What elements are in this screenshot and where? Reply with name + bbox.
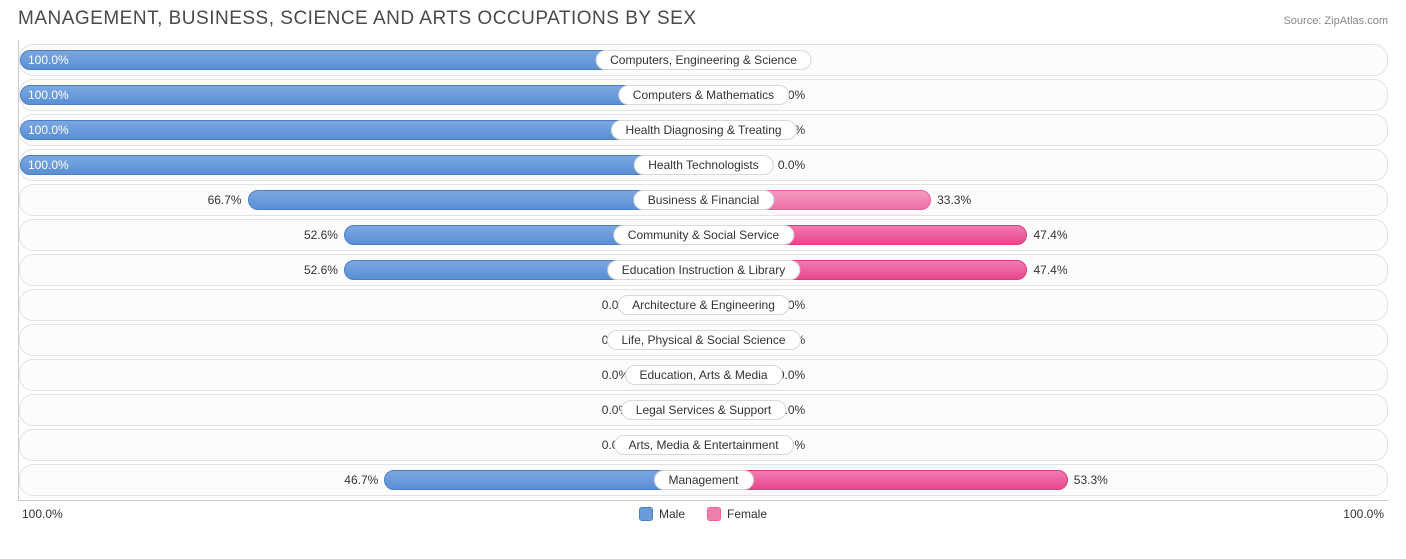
chart-axis: 100.0% Male Female 100.0%: [18, 507, 1388, 521]
category-label: Education, Arts & Media: [624, 365, 782, 385]
male-half: 52.6%: [20, 220, 704, 250]
female-half: 0.0%: [704, 430, 1388, 460]
female-pct-label: 33.3%: [937, 193, 971, 207]
female-half: 53.3%: [704, 465, 1388, 495]
chart-row: 100.0% 0.0%Health Diagnosing & Treating: [19, 114, 1388, 146]
female-half: 0.0%: [704, 80, 1388, 110]
chart-row: 0.0%0.0%Architecture & Engineering: [19, 289, 1388, 321]
chart-row: 0.0%0.0%Life, Physical & Social Science: [19, 324, 1388, 356]
chart-row: 100.0% 0.0% Health Technologists: [19, 149, 1388, 181]
female-half: 0.0%: [704, 290, 1388, 320]
female-half: 0.0%: [704, 325, 1388, 355]
legend-male-label: Male: [659, 507, 685, 521]
category-label: Health Diagnosing & Treating: [610, 120, 796, 140]
chart-row: 100.0% 0.0%Computers & Mathematics: [19, 79, 1388, 111]
male-half: 46.7%: [20, 465, 704, 495]
chart-row: 0.0%0.0%Legal Services & Support: [19, 394, 1388, 426]
category-label: Computers & Mathematics: [618, 85, 789, 105]
female-half: 47.4%: [704, 255, 1388, 285]
category-label: Legal Services & Support: [621, 400, 786, 420]
male-pct-label: 100.0%: [28, 53, 69, 67]
male-half: 100.0%: [20, 150, 704, 180]
male-half: 100.0%: [20, 115, 704, 145]
chart-row: 52.6% 47.4% Community & Social Service: [19, 219, 1388, 251]
male-half: 0.0%: [20, 360, 704, 390]
category-label: Management: [653, 470, 753, 490]
chart-row: 100.0%0.0%Computers, Engineering & Scien…: [19, 44, 1388, 76]
chart-title: MANAGEMENT, BUSINESS, SCIENCE AND ARTS O…: [18, 8, 697, 30]
male-pct-label: 46.7%: [344, 473, 378, 487]
chart-row: 52.6% 47.4% Education Instruction & Librar…: [19, 254, 1388, 286]
chart-row: 0.0%0.0%Arts, Media & Entertainment: [19, 429, 1388, 461]
chart-header: MANAGEMENT, BUSINESS, SCIENCE AND ARTS O…: [18, 8, 1388, 30]
female-half: 33.3%: [704, 185, 1388, 215]
male-pct-label: 52.6%: [304, 263, 338, 277]
category-label: Health Technologists: [633, 155, 774, 175]
male-half: 0.0%: [20, 325, 704, 355]
category-label: Architecture & Engineering: [617, 295, 790, 315]
female-pct-label: 53.3%: [1074, 473, 1108, 487]
male-bar: [20, 120, 704, 140]
category-label: Education Instruction & Library: [607, 260, 800, 280]
chart-legend: Male Female: [639, 507, 767, 521]
male-half: 66.7%: [20, 185, 704, 215]
category-label: Life, Physical & Social Science: [606, 330, 800, 350]
chart-row: 46.7% 53.3% Management: [19, 464, 1388, 496]
male-pct-label: 100.0%: [28, 88, 69, 102]
male-half: 100.0%: [20, 80, 704, 110]
male-bar: [20, 85, 704, 105]
female-half: 0.0%: [704, 360, 1388, 390]
male-swatch-icon: [639, 507, 653, 521]
female-half: 0.0%: [704, 115, 1388, 145]
female-pct-label: 0.0%: [778, 158, 805, 172]
male-half: 0.0%: [20, 290, 704, 320]
male-pct-label: 100.0%: [28, 123, 69, 137]
female-bar: [704, 470, 1068, 490]
axis-left-label: 100.0%: [22, 507, 63, 521]
female-pct-label: 47.4%: [1033, 263, 1067, 277]
male-half: 0.0%: [20, 430, 704, 460]
male-bar: [20, 155, 704, 175]
female-swatch-icon: [707, 507, 721, 521]
female-half: 0.0%: [704, 395, 1388, 425]
female-half: 47.4%: [704, 220, 1388, 250]
chart-row: 66.7% 33.3% Business & Financial: [19, 184, 1388, 216]
male-pct-label: 100.0%: [28, 158, 69, 172]
female-half: 0.0%: [704, 150, 1388, 180]
male-half: 52.6%: [20, 255, 704, 285]
legend-female: Female: [707, 507, 767, 521]
chart-source: Source: ZipAtlas.com: [1283, 15, 1388, 27]
legend-female-label: Female: [727, 507, 767, 521]
chart-row: 0.0%0.0%Education, Arts & Media: [19, 359, 1388, 391]
male-pct-label: 52.6%: [304, 228, 338, 242]
axis-right-label: 100.0%: [1343, 507, 1384, 521]
category-label: Community & Social Service: [613, 225, 794, 245]
male-half: 0.0%: [20, 395, 704, 425]
category-label: Arts, Media & Entertainment: [613, 435, 793, 455]
category-label: Computers, Engineering & Science: [595, 50, 812, 70]
category-label: Business & Financial: [633, 190, 774, 210]
female-pct-label: 47.4%: [1033, 228, 1067, 242]
male-pct-label: 66.7%: [208, 193, 242, 207]
legend-male: Male: [639, 507, 685, 521]
diverging-bar-chart: 100.0% 0.0% Computers, Engineering & Scien…: [18, 40, 1388, 501]
